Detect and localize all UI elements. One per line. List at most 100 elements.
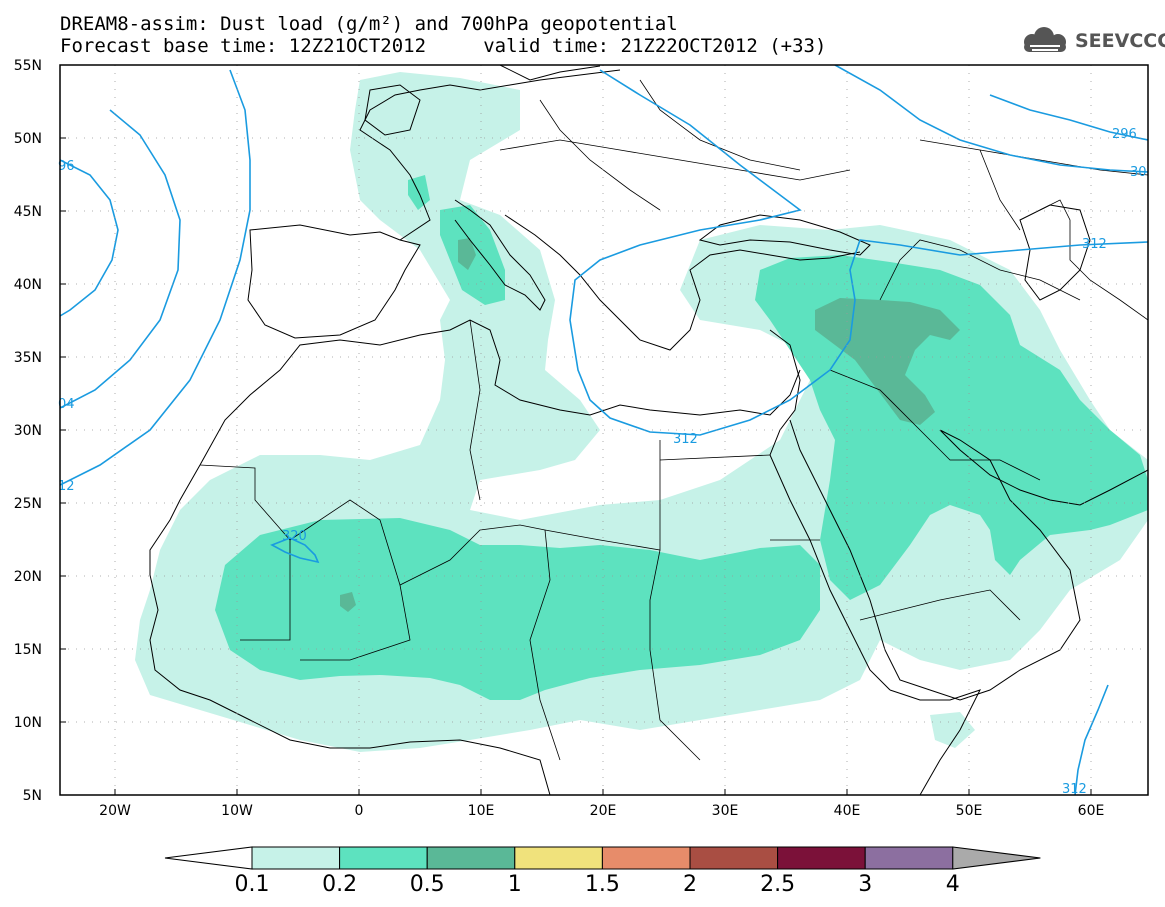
border-2 (289, 440, 661, 586)
colorbar-label: 2 (683, 872, 697, 897)
contour-label-30: 30 (1130, 165, 1147, 180)
map-title-line2: Forecast base time: 12Z21OCT2012 valid t… (60, 35, 827, 57)
border-3 (300, 584, 411, 661)
dust-area-dark-sahel (340, 592, 356, 612)
border-17 (979, 149, 1021, 231)
contour-304-west (60, 109, 181, 409)
coast-caspian (1019, 204, 1091, 301)
colorbar-segment (514, 846, 603, 870)
contour-label-320: 320 (282, 529, 307, 544)
lat-label: 15N (14, 642, 42, 658)
lat-label: 40N (14, 277, 42, 293)
contour-320 (270, 537, 320, 564)
borders (199, 79, 1148, 761)
coast-westafrica (149, 464, 551, 795)
contour-312-med (569, 69, 1148, 436)
contour-label-312-south: 312 (1062, 782, 1087, 797)
dust-area-dark-sardinia (458, 238, 476, 270)
lon-label: 20E (590, 803, 617, 819)
colorbar-segment (601, 846, 691, 870)
colorbar-segment (864, 846, 954, 870)
colorbar-over-triangle (952, 846, 1041, 870)
coast-scandinavia (499, 65, 601, 81)
lon-label: 50E (956, 803, 983, 819)
border-13 (499, 139, 851, 181)
border-14 (539, 99, 661, 211)
lat-label: 25N (14, 496, 42, 512)
coast-gulf (939, 429, 1148, 506)
geopotential-contours (60, 65, 1148, 795)
graticule (60, 65, 1148, 795)
colorbar-segment (426, 846, 516, 870)
coast-balkans (504, 214, 861, 351)
colorbar-segment (339, 846, 428, 870)
lon-label: 10E (468, 803, 495, 819)
lon-labels: 20W 10W 0 10E 20E 30E 40E 50E 60E (99, 803, 1104, 819)
lat-label: 35N (14, 350, 42, 366)
contour-30-ne (834, 65, 1148, 173)
dust-area-light-gap (560, 468, 585, 480)
lon-label: 30E (712, 803, 739, 819)
border-15 (639, 79, 801, 171)
coast-blacksea (698, 214, 871, 256)
contour-labels: 296 30 312 312 320 96 04 12 312 (58, 127, 1147, 797)
contour-312-west (60, 69, 251, 486)
lon-label: 20W (99, 803, 131, 819)
colorbar-segment (777, 846, 866, 870)
colorbar-segment (689, 846, 779, 870)
colorbar-segment (251, 846, 341, 870)
border-16 (919, 139, 1148, 176)
coast-redsea (789, 419, 1081, 701)
colorbar-under-triangle (164, 846, 253, 870)
lat-label: 10N (14, 715, 42, 731)
dust-fields (135, 72, 1148, 752)
border-12 (859, 589, 1021, 621)
contour-296-west (60, 159, 119, 317)
border-1 (199, 464, 291, 641)
coast-nafrica (199, 319, 801, 466)
colorbar-label: 4 (945, 872, 960, 897)
border-6 (659, 454, 771, 461)
border-8 (469, 319, 481, 501)
coast-europe (359, 69, 621, 241)
lat-label: 5N (23, 788, 42, 804)
lat-label: 55N (14, 58, 42, 74)
border-10 (879, 239, 1081, 301)
coast-italy (454, 199, 546, 311)
coastlines (149, 65, 1148, 795)
colorbar-label: 1 (507, 872, 522, 897)
colorbar-label: 3 (858, 872, 873, 897)
colorbar-label: 0.2 (322, 872, 358, 897)
lat-label: 30N (14, 423, 42, 439)
dust-area-light-horn (930, 712, 975, 748)
lon-label: 40E (834, 803, 861, 819)
colorbar (164, 846, 1041, 870)
coast-iberia (247, 224, 421, 339)
lon-label: 10W (221, 803, 253, 819)
colorbar-label: 2.5 (760, 872, 796, 897)
contour-label-04: 04 (58, 397, 75, 412)
contour-label-296: 296 (1112, 127, 1137, 142)
contour-label-312-east: 312 (1082, 237, 1107, 252)
border-11 (1039, 199, 1148, 321)
contour-312-south (1074, 684, 1109, 795)
coast-levant (769, 329, 891, 691)
seevccc-logo (1024, 27, 1066, 52)
lon-label: 60E (1078, 803, 1105, 819)
lat-label: 50N (14, 131, 42, 147)
colorbar-label: 0.5 (409, 872, 445, 897)
contour-label-96: 96 (58, 159, 75, 174)
contour-label-12: 12 (58, 479, 75, 494)
coast-hornafrica (889, 689, 981, 795)
map-title-line1: DREAM8-assim: Dust load (g/m²) and 700hP… (60, 13, 678, 35)
logo-text: SEEVCCC (1075, 30, 1165, 52)
lon-label: 0 (355, 803, 364, 819)
lat-labels: 55N 50N 45N 40N 35N 30N 25N 20N 15N 10N … (14, 58, 42, 804)
lat-label: 45N (14, 204, 42, 220)
colorbar-label: 0.1 (234, 872, 270, 897)
coast-uk (364, 84, 421, 136)
contour-296-ne (989, 94, 1148, 141)
border-9 (829, 369, 1041, 481)
colorbar-label: 1.5 (584, 872, 620, 897)
